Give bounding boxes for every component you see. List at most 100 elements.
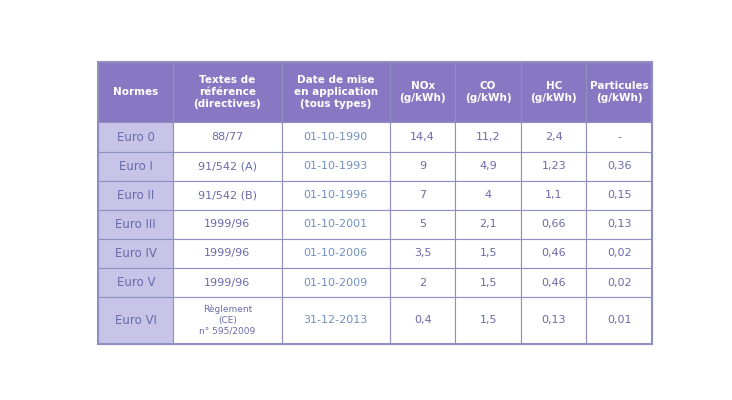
Bar xyxy=(390,210,455,239)
Bar xyxy=(586,297,652,344)
Bar xyxy=(455,152,521,181)
Bar xyxy=(98,122,173,152)
Text: 0,4: 0,4 xyxy=(414,316,431,326)
Bar xyxy=(586,181,652,210)
Bar xyxy=(586,152,652,181)
Bar xyxy=(390,152,455,181)
Bar xyxy=(455,62,521,122)
Bar xyxy=(98,268,173,297)
Bar xyxy=(455,297,521,344)
Text: 88/77: 88/77 xyxy=(212,132,244,142)
Text: 1,5: 1,5 xyxy=(479,316,497,326)
Text: 91/542 (A): 91/542 (A) xyxy=(198,161,257,171)
Bar xyxy=(282,152,390,181)
Text: 0,46: 0,46 xyxy=(542,278,566,288)
Text: 01-10-1990: 01-10-1990 xyxy=(304,132,368,142)
Text: CO
(g/kWh): CO (g/kWh) xyxy=(465,81,512,103)
Bar xyxy=(98,297,173,344)
Text: Euro 0: Euro 0 xyxy=(117,130,154,144)
Text: Euro V: Euro V xyxy=(116,276,155,289)
Text: 2: 2 xyxy=(419,278,426,288)
Bar xyxy=(173,152,282,181)
Text: 01-10-1996: 01-10-1996 xyxy=(304,190,368,200)
Bar xyxy=(521,268,586,297)
Text: 3,5: 3,5 xyxy=(414,248,431,258)
Bar xyxy=(390,297,455,344)
Bar xyxy=(282,239,390,268)
Text: 4,9: 4,9 xyxy=(479,161,497,171)
Text: -: - xyxy=(617,132,621,142)
Bar xyxy=(282,122,390,152)
Text: NOx
(g/kWh): NOx (g/kWh) xyxy=(400,81,446,103)
Text: 5: 5 xyxy=(419,219,426,229)
Text: 1,5: 1,5 xyxy=(479,248,497,258)
Text: Euro I: Euro I xyxy=(119,160,153,173)
Bar xyxy=(521,62,586,122)
Bar xyxy=(390,268,455,297)
Text: 0,02: 0,02 xyxy=(607,248,632,258)
Text: 0,66: 0,66 xyxy=(542,219,566,229)
Text: 91/542 (B): 91/542 (B) xyxy=(198,190,257,200)
Text: Particules
(g/kWh): Particules (g/kWh) xyxy=(590,81,649,103)
Text: 31-12-2013: 31-12-2013 xyxy=(304,316,368,326)
Bar xyxy=(455,239,521,268)
Bar xyxy=(455,122,521,152)
Text: Règlement
(CE)
n° 595/2009: Règlement (CE) n° 595/2009 xyxy=(199,305,255,336)
Text: 01-10-2009: 01-10-2009 xyxy=(304,278,368,288)
Bar xyxy=(282,181,390,210)
Text: 9: 9 xyxy=(419,161,426,171)
Bar xyxy=(98,210,173,239)
Bar xyxy=(282,210,390,239)
Bar xyxy=(586,268,652,297)
Text: 14,4: 14,4 xyxy=(410,132,435,142)
Text: 1,23: 1,23 xyxy=(542,161,566,171)
Text: 7: 7 xyxy=(419,190,426,200)
Bar xyxy=(521,122,586,152)
Text: 4: 4 xyxy=(485,190,492,200)
Text: 01-10-2001: 01-10-2001 xyxy=(304,219,367,229)
Text: 0,46: 0,46 xyxy=(542,248,566,258)
Text: 1999/96: 1999/96 xyxy=(204,248,250,258)
Text: 0,36: 0,36 xyxy=(607,161,632,171)
Bar xyxy=(390,239,455,268)
Text: Normes: Normes xyxy=(113,87,158,97)
Bar xyxy=(521,297,586,344)
Bar xyxy=(455,268,521,297)
Bar xyxy=(173,62,282,122)
Text: 0,15: 0,15 xyxy=(607,190,632,200)
Text: 01-10-1993: 01-10-1993 xyxy=(304,161,368,171)
Bar xyxy=(521,239,586,268)
Text: 0,02: 0,02 xyxy=(607,278,632,288)
Bar xyxy=(173,297,282,344)
Text: 1,1: 1,1 xyxy=(545,190,562,200)
Bar xyxy=(586,122,652,152)
Bar xyxy=(521,181,586,210)
Text: Euro II: Euro II xyxy=(117,189,154,202)
Bar xyxy=(173,268,282,297)
Bar xyxy=(521,152,586,181)
Text: 11,2: 11,2 xyxy=(476,132,501,142)
Bar xyxy=(390,122,455,152)
Text: 0,13: 0,13 xyxy=(542,316,566,326)
Text: 0,01: 0,01 xyxy=(607,316,632,326)
Bar xyxy=(282,62,390,122)
Bar xyxy=(455,210,521,239)
Bar xyxy=(173,210,282,239)
Bar xyxy=(173,181,282,210)
Bar xyxy=(586,62,652,122)
Text: Date de mise
en application
(tous types): Date de mise en application (tous types) xyxy=(294,75,378,109)
Bar xyxy=(455,181,521,210)
Bar xyxy=(98,152,173,181)
Bar xyxy=(586,210,652,239)
Bar xyxy=(282,268,390,297)
Bar xyxy=(173,122,282,152)
Bar xyxy=(98,239,173,268)
Bar xyxy=(98,62,173,122)
Text: Euro VI: Euro VI xyxy=(115,314,157,327)
Bar xyxy=(282,297,390,344)
Bar xyxy=(586,239,652,268)
Text: 1999/96: 1999/96 xyxy=(204,219,250,229)
Text: 1,5: 1,5 xyxy=(479,278,497,288)
Text: 1999/96: 1999/96 xyxy=(204,278,250,288)
Text: 01-10-2006: 01-10-2006 xyxy=(304,248,367,258)
